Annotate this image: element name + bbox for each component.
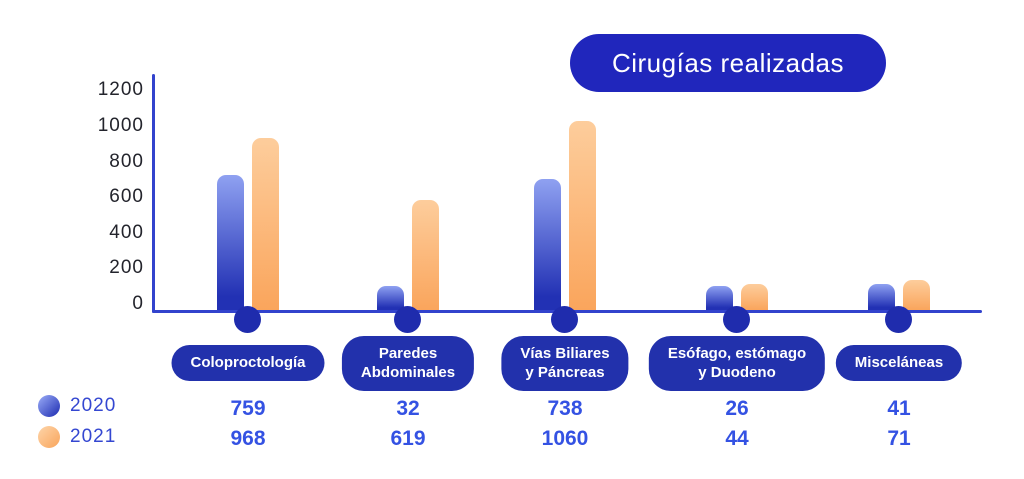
category-slot-4: Misceláneas bbox=[835, 338, 963, 388]
bar-2021-4 bbox=[903, 280, 930, 310]
y-tick-label-600: 600 bbox=[109, 186, 144, 208]
legend-label-2020: 2020 bbox=[70, 394, 117, 416]
chart-title: Cirugías realizadas bbox=[611, 47, 845, 78]
value-2020-1: 32 bbox=[396, 397, 420, 420]
value-2021-1: 619 bbox=[390, 427, 426, 450]
axis-dot-2 bbox=[551, 306, 578, 333]
value-2020-2: 738 bbox=[547, 397, 583, 420]
category-pill-4: Misceláneas bbox=[835, 345, 963, 381]
axis-dot-1 bbox=[394, 306, 421, 333]
legend-label-2021: 2021 bbox=[70, 425, 117, 447]
category-slot-0: Coloproctología bbox=[171, 338, 325, 388]
y-tick-label-200: 200 bbox=[109, 257, 144, 279]
y-tick-label-1200: 1200 bbox=[97, 79, 144, 101]
category-slot-3: Esófago, estómago y Duodeno bbox=[648, 335, 826, 391]
value-2021-3: 44 bbox=[725, 427, 749, 450]
y-tick-label-400: 400 bbox=[109, 221, 144, 243]
category-pill-3: Esófago, estómago y Duodeno bbox=[648, 335, 826, 391]
y-tick-label-800: 800 bbox=[109, 150, 144, 172]
bar-2021-1 bbox=[412, 199, 439, 310]
category-pill-0: Coloproctología bbox=[171, 345, 325, 381]
legend-row-2020: 2020 bbox=[38, 394, 116, 417]
value-2020-3: 26 bbox=[725, 397, 749, 420]
axis-dot-3 bbox=[723, 306, 750, 333]
bar-2021-0 bbox=[252, 137, 279, 310]
value-2021-2: 1060 bbox=[541, 427, 589, 450]
y-tick-label-0: 0 bbox=[132, 293, 144, 314]
bar-2021-2 bbox=[569, 121, 596, 310]
bar-2020-1 bbox=[377, 285, 404, 310]
bar-2020-3 bbox=[706, 286, 733, 310]
bar-2020-2 bbox=[534, 178, 561, 310]
category-slot-2: Vías Biliares y Páncreas bbox=[501, 335, 629, 391]
category-pill-2: Vías Biliares y Páncreas bbox=[501, 335, 629, 391]
value-2021-4: 71 bbox=[887, 427, 911, 450]
value-2021-0: 968 bbox=[230, 427, 266, 450]
legend-swatch-2021-icon bbox=[38, 425, 60, 448]
y-axis-line bbox=[152, 74, 155, 313]
chart-title-pill: Cirugías realizadas bbox=[570, 34, 886, 92]
axis-dot-4 bbox=[885, 306, 912, 333]
bar-2021-3 bbox=[741, 283, 768, 310]
value-2020-0: 759 bbox=[230, 397, 266, 420]
category-pill-1: Paredes Abdominales bbox=[341, 335, 475, 391]
y-tick-label-1000: 1000 bbox=[97, 115, 144, 136]
legend: 2020 2021 bbox=[38, 394, 116, 448]
category-slot-1: Paredes Abdominales bbox=[341, 335, 475, 391]
value-2020-4: 41 bbox=[887, 397, 911, 420]
bar-2020-4 bbox=[868, 284, 895, 310]
legend-swatch-2020-icon bbox=[38, 394, 60, 417]
bar-2020-0 bbox=[217, 174, 244, 310]
legend-row-2021: 2021 bbox=[38, 425, 116, 448]
axis-dot-0 bbox=[234, 306, 261, 333]
